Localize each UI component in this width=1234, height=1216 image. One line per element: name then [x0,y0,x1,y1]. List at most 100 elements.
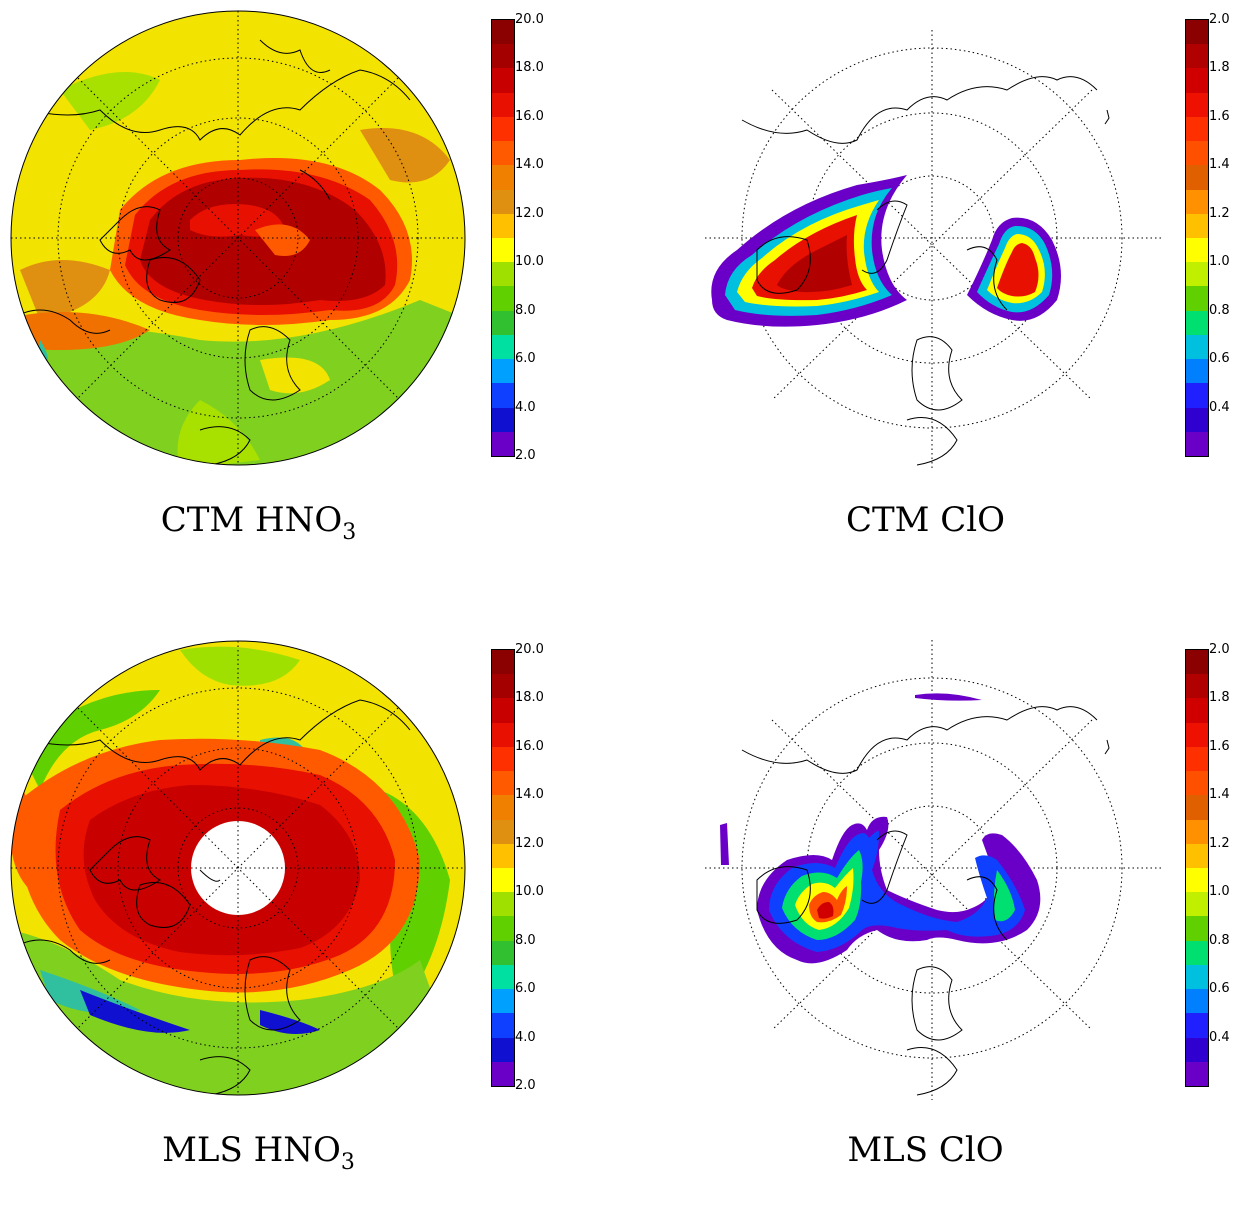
colorbar-segment [1186,68,1208,94]
colorbar-segment [492,771,514,796]
panel-mls-clo: 2.0 1.8 1.6 1.4 1.2 1.0 0.8 0.6 0.4 MLS ClO [617,630,1234,1216]
colorbar-segment [1186,92,1208,118]
colorbar-segment [492,795,514,821]
ctm-clo-map [705,30,1162,470]
colorbar-segment [492,359,514,384]
colorbar-tick-label: 2.0 [1209,642,1230,657]
colorbar-tick-label: 0.4 [1209,1029,1230,1045]
colorbar-tick-label: 1.2 [1209,835,1230,851]
colorbar-segment [1186,722,1208,748]
colorbar-tick-label: 10.0 [515,254,544,270]
colorbar-segment [492,1061,514,1087]
colorbar-segment [1186,940,1208,966]
colorbar-tick-label: 14.0 [515,787,544,803]
colorbar-tick-label: 0.8 [1209,302,1230,318]
colorbar-tick-label: 1.4 [1209,157,1230,173]
colorbar-segment [492,165,514,191]
caption-text: CTM ClO [845,500,1006,540]
colorbar-segment [1186,359,1208,384]
mls-clo-colorbar [1185,649,1209,1087]
colorbar-tick-label: 1.4 [1209,787,1230,803]
colorbar-segment [492,819,514,845]
colorbar-segment [1186,650,1208,675]
colorbar-segment [1186,44,1208,69]
colorbar-segment [492,116,514,142]
colorbar-tick-label: 4.0 [515,1029,536,1045]
colorbar-segment [1186,262,1208,287]
panel-mls-hno3: 20.0 18.0 16.0 14.0 12.0 10.0 8.0 6.0 4.0 2.0 MLS… [0,630,617,1216]
colorbar-tick-label: 2.0 [515,448,536,463]
colorbar-tick-label: 16.0 [515,108,544,124]
colorbar-segment [492,698,514,724]
colorbar-tick-label: 8.0 [515,932,536,948]
colorbar-segment [492,1037,514,1063]
colorbar-segment [1186,916,1208,942]
colorbar-tick-label: 1.8 [1209,690,1230,706]
colorbar-tick-label: 8.0 [515,302,536,318]
colorbar-segment [1186,964,1208,990]
colorbar-tick-label: 16.0 [515,738,544,754]
caption-text: MLS HNO [162,1130,341,1170]
colorbar-segment [1186,383,1208,409]
colorbar-segment [492,1013,514,1039]
ctm-hno3-colorbar [491,19,515,457]
colorbar-segment [492,892,514,917]
mls-hno3-map [10,640,466,1096]
colorbar-segment [1186,165,1208,191]
colorbar-tick-label: 6.0 [515,981,536,997]
ctm-hno3-map [10,10,466,466]
colorbar-tick-label: 1.8 [1209,60,1230,76]
colorbar-segment [492,868,514,893]
colorbar-segment [1186,20,1208,45]
colorbar-segment [492,20,514,45]
colorbar-tick-label: 6.0 [515,351,536,367]
colorbar-segment [1186,892,1208,917]
colorbar-segment [492,92,514,118]
colorbar-segment [1186,213,1208,239]
panel-ctm-hno3: 20.0 18.0 16.0 14.0 12.0 10.0 8.0 6.0 4.0 2.0 CTM… [0,0,617,586]
colorbar-segment [1186,286,1208,312]
colorbar-tick-label: 2.0 [1209,12,1230,27]
colorbar-segment [1186,238,1208,263]
colorbar-tick-label: 18.0 [515,60,544,76]
colorbar-segment [492,407,514,433]
colorbar-segment [1186,989,1208,1014]
colorbar-segment [492,213,514,239]
colorbar-segment [1186,746,1208,772]
colorbar-segment [492,262,514,287]
caption-text: MLS ClO [847,1130,1004,1170]
colorbar-segment [492,916,514,942]
colorbar-tick-label: 10.0 [515,884,544,900]
colorbar-segment [1186,334,1208,360]
mls-hno3-colorbar [491,649,515,1087]
colorbar-segment [1186,431,1208,457]
caption-subscript: 3 [342,519,357,545]
mls-hno3-caption: MLS HNO3 [0,1130,567,1175]
colorbar-tick-label: 20.0 [515,642,544,657]
colorbar-segment [492,310,514,336]
colorbar-segment [1186,116,1208,142]
colorbar-tick-label: 1.2 [1209,205,1230,221]
colorbar-tick-label: 0.4 [1209,399,1230,415]
colorbar-segment [1186,1037,1208,1063]
mls-clo-map [705,640,1162,1100]
ctm-clo-caption: CTM ClO [617,500,1234,540]
colorbar-segment [1186,1013,1208,1039]
colorbar-tick-label: 1.0 [1209,254,1230,270]
mls-clo-caption: MLS ClO [617,1130,1234,1170]
colorbar-segment [1186,771,1208,796]
colorbar-tick-label: 1.0 [1209,884,1230,900]
colorbar-segment [1186,310,1208,336]
colorbar-segment [492,238,514,263]
colorbar-segment [492,44,514,69]
colorbar-segment [492,189,514,215]
colorbar-segment [492,334,514,360]
colorbar-tick-label: 2.0 [515,1078,536,1093]
colorbar-segment [492,286,514,312]
colorbar-segment [1186,674,1208,699]
colorbar-segment [492,68,514,94]
colorbar-segment [1186,795,1208,821]
colorbar-segment [1186,189,1208,215]
colorbar-segment [1186,819,1208,845]
colorbar-tick-label: 12.0 [515,205,544,221]
